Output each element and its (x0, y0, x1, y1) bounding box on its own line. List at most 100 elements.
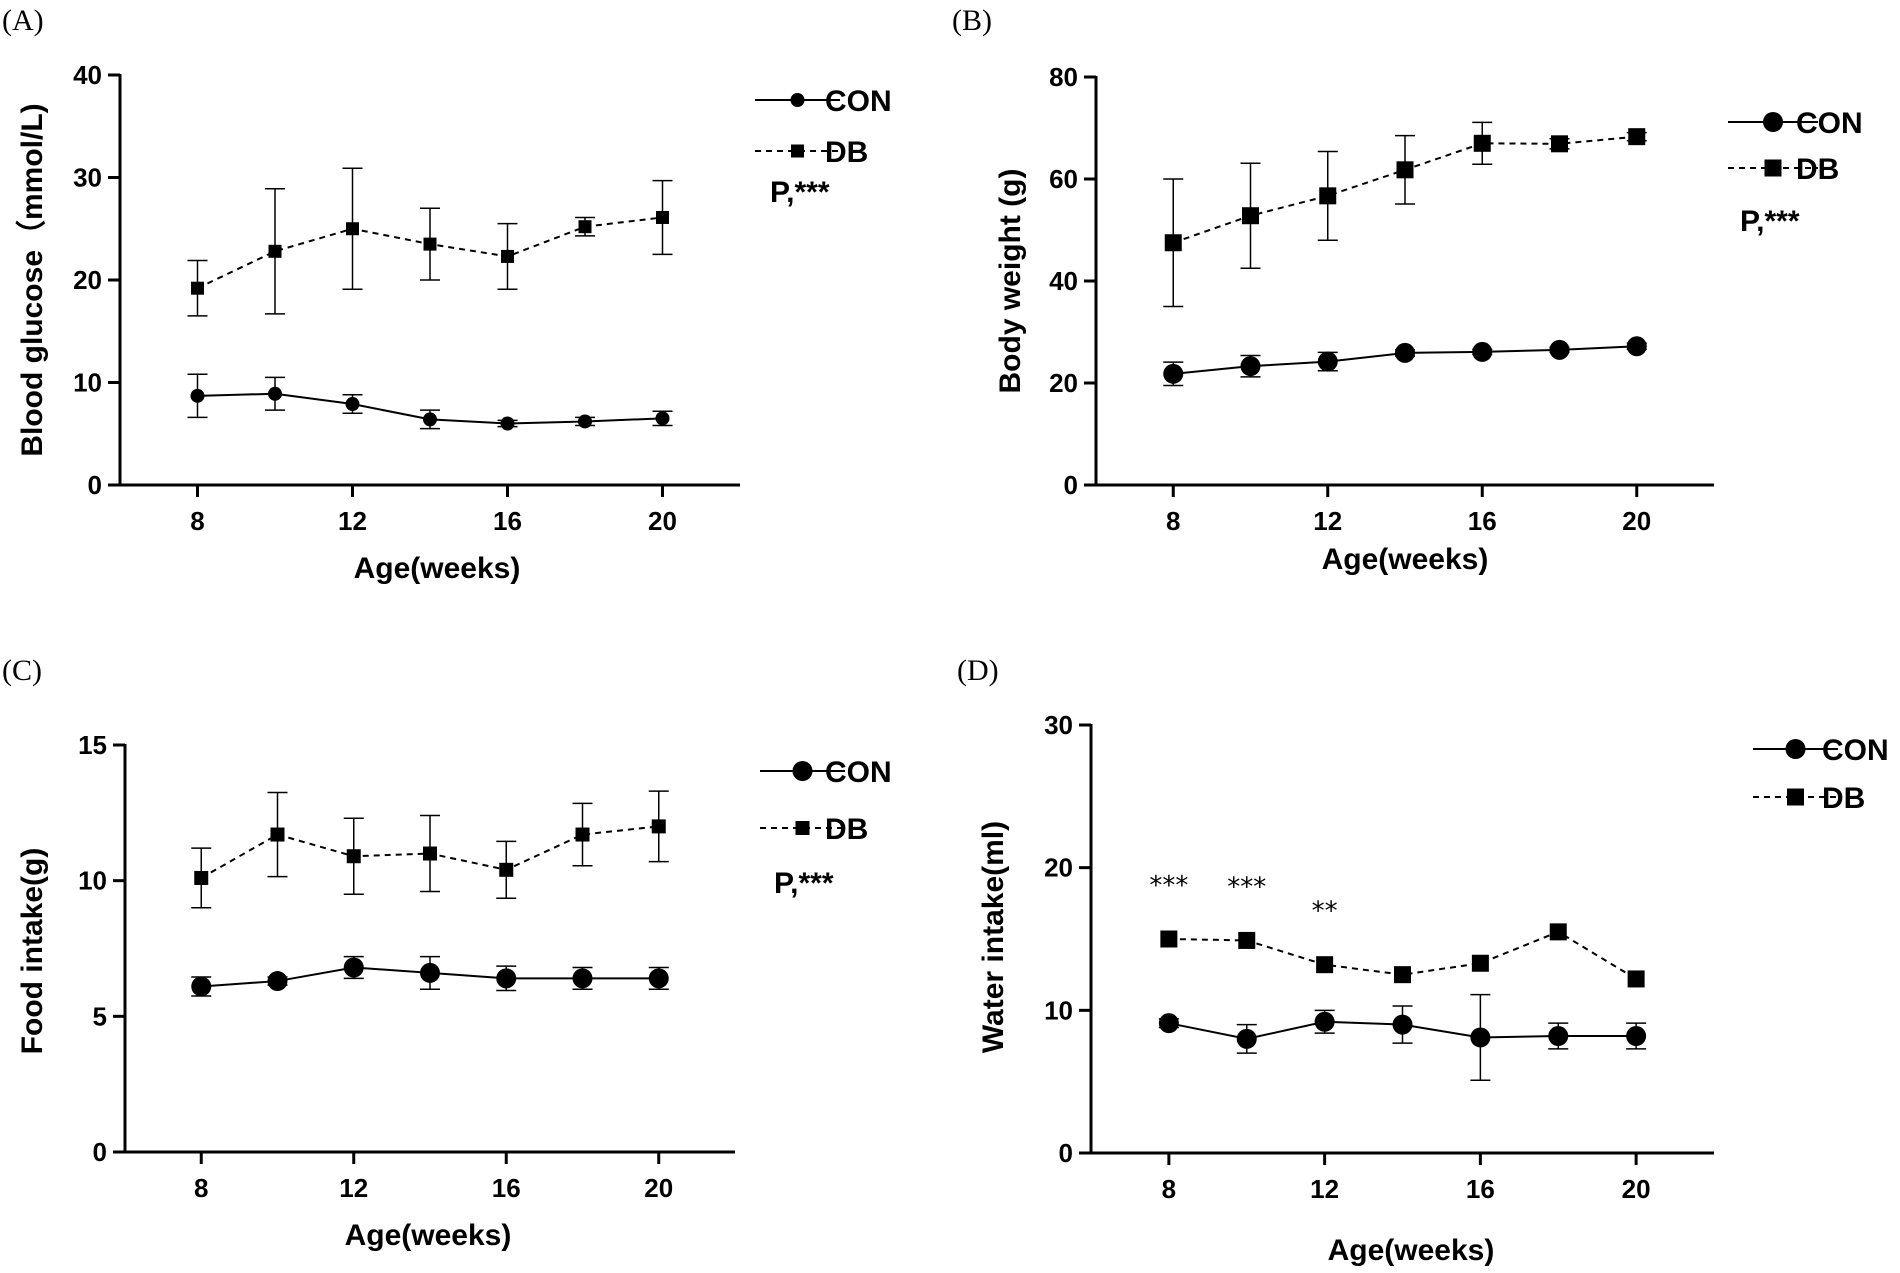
data-point-square (1549, 923, 1567, 941)
y-tick-label: 0 (88, 470, 102, 500)
data-point-circle (1470, 1027, 1491, 1048)
significance-label: P,*** (774, 867, 834, 900)
y-axis-title: Food intake(g) (16, 848, 49, 1055)
x-tick-label: 16 (492, 1173, 521, 1203)
x-tick-label: 12 (1310, 1174, 1339, 1204)
legend-label-con: CON (1796, 107, 1863, 140)
legend-marker-circle (790, 93, 805, 107)
data-point-circle (1236, 1028, 1257, 1049)
y-axis-title: Blood glucose（mmol/L) (15, 103, 49, 456)
x-tick-label: 16 (493, 506, 522, 536)
significance-label: P,*** (770, 176, 830, 209)
x-tick-label: 8 (1166, 506, 1180, 536)
data-point-square (1471, 954, 1489, 972)
legend-marker-circle (792, 761, 813, 781)
y-tick-label: 20 (1049, 368, 1078, 398)
data-point-circle (268, 386, 282, 401)
y-tick-label: 5 (93, 1001, 107, 1031)
y-tick-label: 0 (93, 1137, 107, 1167)
y-axis-title: Water intake(ml) (977, 821, 1010, 1053)
data-point-circle (267, 971, 288, 992)
x-axis-title: Age(weeks) (1322, 543, 1489, 576)
y-tick-label: 10 (73, 368, 102, 398)
data-point-square (268, 244, 282, 258)
data-point-circle (191, 976, 212, 997)
data-point-square (578, 220, 592, 234)
data-point-square (1160, 930, 1178, 948)
x-axis-title: Age(weeks) (354, 552, 521, 585)
x-tick-label: 20 (644, 1173, 673, 1203)
chart-panel-2: (B) 0 20 40 60 80 8 12 16 20 Age(weeks) Body weight… (952, 4, 1863, 576)
x-tick-label: 8 (194, 1173, 208, 1203)
data-point-circle (1240, 356, 1261, 377)
panel-label: (C) (2, 654, 42, 687)
y-tick-label: 0 (1064, 470, 1078, 500)
data-point-square (346, 849, 361, 864)
x-tick-label: 8 (190, 506, 204, 536)
y-tick-label: 30 (1044, 710, 1073, 740)
y-tick-label: 0 (1059, 1138, 1073, 1168)
data-point-square (1396, 161, 1414, 179)
series-db (187, 167, 673, 317)
y-tick-label: 60 (1049, 164, 1078, 194)
y-tick-label: 15 (78, 730, 107, 760)
data-point-square (270, 827, 285, 842)
data-point-square (1628, 128, 1646, 146)
data-point-square (1473, 134, 1491, 152)
data-point-circle (1395, 342, 1415, 363)
panel-label: (D) (957, 654, 999, 687)
chart-panel-3: (C) 0 5 10 15 8 12 16 20 Age(weeks) Food intake(g)… (2, 654, 892, 1252)
data-point-circle (345, 397, 360, 412)
data-point-circle (655, 411, 670, 426)
x-tick-label: 20 (1622, 1174, 1651, 1204)
x-tick-label: 16 (1468, 506, 1497, 536)
y-tick-label: 10 (1044, 995, 1073, 1025)
data-point-circle (190, 388, 205, 403)
x-tick-label: 16 (1466, 1174, 1495, 1204)
legend-label-con: CON (1822, 734, 1889, 767)
data-point-circle (1163, 363, 1184, 384)
data-point-square (651, 819, 666, 834)
data-point-circle (1392, 1014, 1413, 1035)
x-tick-label: 12 (339, 1173, 368, 1203)
x-axis-title: Age(weeks) (345, 1219, 512, 1252)
data-point-circle (1549, 339, 1570, 360)
legend-label-con: CON (825, 756, 892, 789)
panel-label: (B) (952, 4, 992, 37)
data-point-circle (1317, 351, 1338, 372)
data-point-circle (496, 968, 517, 989)
y-tick-label: 30 (73, 163, 102, 193)
series-con (1163, 336, 1647, 387)
y-axis-title: Body weight (g) (994, 169, 1027, 394)
legend-label-db: DB (825, 813, 868, 846)
series-con (191, 955, 669, 997)
data-point-square (191, 281, 204, 295)
x-tick-label: 20 (648, 506, 677, 536)
data-point-circle (1548, 1026, 1569, 1047)
data-point-square (346, 222, 359, 236)
data-point-square (1316, 956, 1334, 974)
data-point-circle (572, 968, 593, 989)
data-point-square (499, 862, 514, 877)
series-con (1158, 993, 1647, 1081)
data-point-square (1551, 135, 1568, 153)
y-tick-label: 80 (1049, 62, 1078, 92)
legend-label-db: DB (825, 136, 868, 169)
panel-label: (A) (2, 4, 44, 37)
data-point-circle (1626, 336, 1647, 357)
x-tick-label: 12 (1313, 506, 1342, 536)
data-point-square (656, 210, 669, 224)
data-point-circle (1314, 1011, 1335, 1032)
x-axis-title: Age(weeks) (1328, 1234, 1495, 1267)
series-db (191, 790, 669, 909)
y-tick-label: 20 (73, 265, 102, 295)
legend-marker-square (795, 821, 810, 835)
x-tick-label: 12 (338, 506, 367, 536)
data-point-circle (578, 414, 592, 429)
y-tick-label: 20 (1044, 853, 1073, 883)
data-point-circle (1472, 341, 1493, 362)
legend-marker-circle (1763, 112, 1783, 132)
legend-label-db: DB (1796, 153, 1839, 186)
significance-stars: ** (1312, 897, 1338, 927)
